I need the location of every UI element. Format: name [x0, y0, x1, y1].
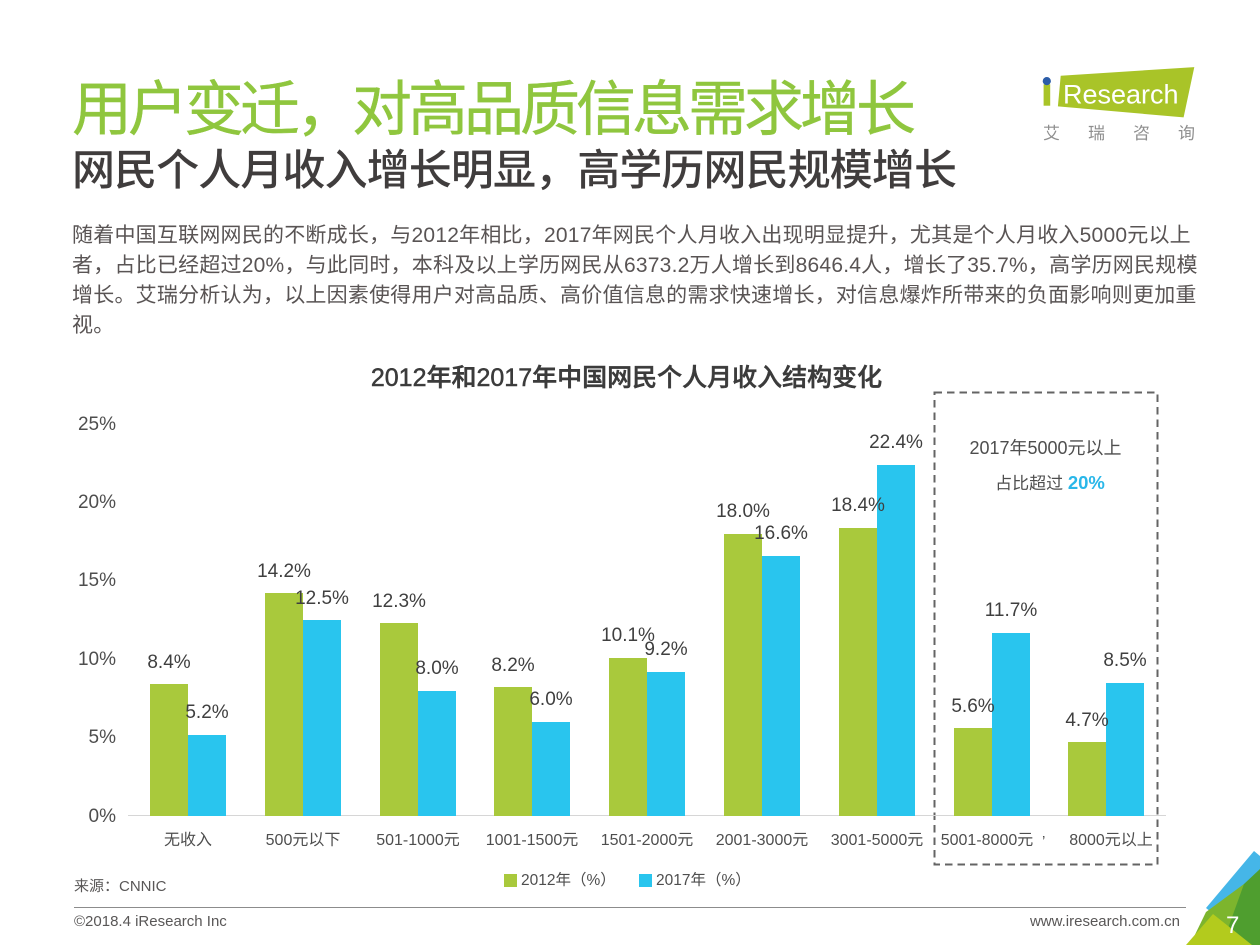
svg-text:艾瑞咨询: 艾瑞咨询: [1043, 119, 1210, 144]
svg-text:7: 7: [1226, 912, 1239, 939]
svg-text:Research: Research: [1063, 80, 1179, 110]
